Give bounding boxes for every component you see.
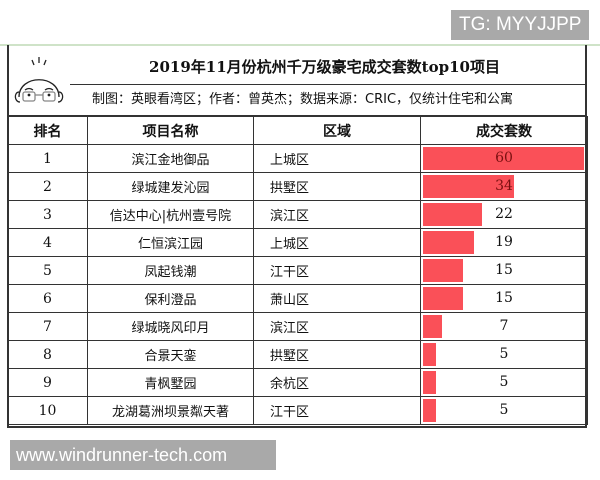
data-bar: [423, 259, 463, 282]
count-value: 22: [495, 206, 513, 222]
data-bar: [423, 399, 436, 422]
top-divider: [0, 44, 600, 46]
table-row: 3 信达中心|杭州壹号院 滨江区 22: [7, 200, 588, 229]
count-value: 5: [499, 374, 509, 390]
project-name-cell: 青枫墅园: [87, 368, 254, 397]
data-bar: [423, 147, 584, 170]
ranking-table: 排名 项目名称 区域 成交套数 1 滨江金地御品 上城区 60 2 绿城建发沁园 拱墅区 34…: [7, 116, 588, 425]
table-row: 5 凤起钱潮 江干区 15: [7, 256, 588, 285]
data-bar: [423, 315, 442, 338]
table-row: 9 青枫墅园 余杭区 5: [7, 368, 588, 397]
count-cell: 22: [420, 200, 588, 229]
data-bar: [423, 203, 482, 226]
data-bar: [423, 231, 474, 254]
chart-subtitle: 制图：英眼看湾区；作者：曾英杰；数据来源：CRIC，仅统计住宅和公寓: [92, 92, 514, 107]
watermark-bottom: www.windrunner-tech.com: [10, 440, 276, 470]
count-value: 5: [499, 402, 509, 418]
rank-cell: 5: [7, 256, 88, 285]
count-cell: 7: [420, 312, 588, 341]
table-header-row: 排名 项目名称 区域 成交套数: [7, 116, 588, 145]
data-bar: [423, 343, 436, 366]
project-name-cell: 绿城建发沁园: [87, 172, 254, 201]
project-name-cell: 龙湖葛洲坝景粼天著: [87, 396, 254, 425]
table-row: 4 仁恒滨江园 上城区 19: [7, 228, 588, 257]
watermark-top: TG: MYYJJPP: [451, 10, 589, 40]
data-bar: [423, 175, 514, 198]
count-value: 19: [495, 234, 513, 250]
project-name-cell: 合景天銮: [87, 340, 254, 369]
count-cell: 5: [420, 340, 588, 369]
project-name-cell: 绿城晓风印月: [87, 312, 254, 341]
rank-cell: 10: [7, 396, 88, 425]
rank-cell: 3: [7, 200, 88, 229]
count-cell: 5: [420, 368, 588, 397]
column-header-rank: 排名: [7, 116, 88, 145]
area-cell: 江干区: [253, 256, 421, 285]
rank-cell: 8: [7, 340, 88, 369]
count-cell: 34: [420, 172, 588, 201]
count-value: 15: [495, 290, 513, 306]
rank-cell: 1: [7, 144, 88, 173]
table-row: 7 绿城晓风印月 滨江区 7: [7, 312, 588, 341]
table-row: 6 保利澄品 萧山区 15: [7, 284, 588, 313]
project-name-cell: 保利澄品: [87, 284, 254, 313]
rank-cell: 4: [7, 228, 88, 257]
area-cell: 上城区: [253, 144, 421, 173]
chart-title: 2019年11月份杭州千万级豪宅成交套数top10项目: [149, 58, 500, 76]
count-cell: 60: [420, 144, 588, 173]
area-cell: 萧山区: [253, 284, 421, 313]
count-value: 34: [495, 178, 513, 194]
rank-cell: 7: [7, 312, 88, 341]
column-header-project: 项目名称: [87, 116, 254, 145]
area-cell: 滨江区: [253, 312, 421, 341]
rank-cell: 6: [7, 284, 88, 313]
count-cell: 19: [420, 228, 588, 257]
table-row: 2 绿城建发沁园 拱墅区 34: [7, 172, 588, 201]
area-cell: 滨江区: [253, 200, 421, 229]
project-name-cell: 凤起钱潮: [87, 256, 254, 285]
column-header-area: 区域: [253, 116, 421, 145]
table-row: 10 龙湖葛洲坝景粼天著 江干区 5: [7, 396, 588, 425]
table-row: 1 滨江金地御品 上城区 60: [7, 144, 588, 173]
title-divider: [70, 84, 587, 85]
area-cell: 江干区: [253, 396, 421, 425]
count-value: 60: [495, 150, 513, 166]
data-bar: [423, 287, 463, 310]
count-value: 5: [499, 346, 509, 362]
area-cell: 拱墅区: [253, 340, 421, 369]
data-bar: [423, 371, 436, 394]
area-cell: 余杭区: [253, 368, 421, 397]
count-cell: 15: [420, 256, 588, 285]
project-name-cell: 仁恒滨江园: [87, 228, 254, 257]
rank-cell: 2: [7, 172, 88, 201]
bald-man-with-glasses-icon: [14, 57, 64, 103]
column-header-count: 成交套数: [420, 116, 588, 145]
count-cell: 15: [420, 284, 588, 313]
count-value: 7: [499, 318, 509, 334]
area-cell: 拱墅区: [253, 172, 421, 201]
area-cell: 上城区: [253, 228, 421, 257]
count-cell: 5: [420, 396, 588, 425]
rank-cell: 9: [7, 368, 88, 397]
count-value: 15: [495, 262, 513, 278]
project-name-cell: 滨江金地御品: [87, 144, 254, 173]
table-row: 8 合景天銮 拱墅区 5: [7, 340, 588, 369]
project-name-cell: 信达中心|杭州壹号院: [87, 200, 254, 229]
